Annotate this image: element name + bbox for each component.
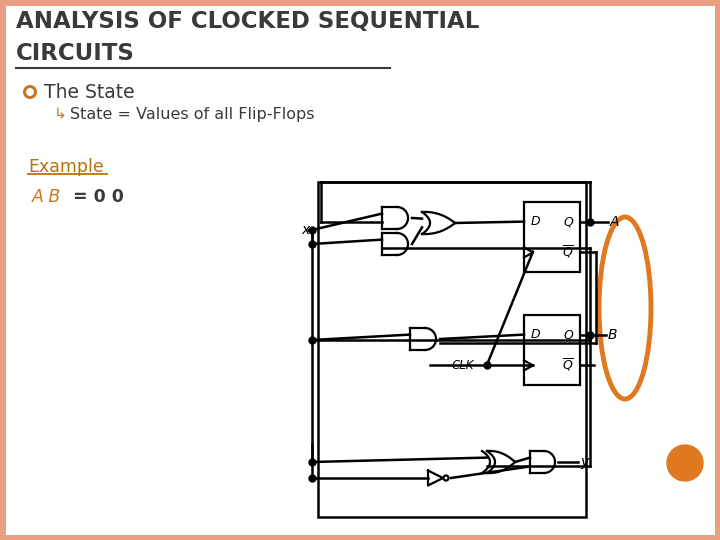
Text: $\overline{Q}$: $\overline{Q}$ — [562, 244, 574, 260]
Text: y: y — [580, 455, 588, 469]
Text: The State: The State — [44, 83, 135, 102]
Circle shape — [667, 445, 703, 481]
Text: Q: Q — [563, 328, 573, 341]
Text: $\overline{Q}$: $\overline{Q}$ — [562, 356, 574, 373]
Text: CLK: CLK — [452, 359, 474, 372]
Bar — [524, 315, 580, 385]
Bar — [524, 202, 580, 272]
Text: B: B — [608, 328, 618, 342]
Text: State = Values of all Flip-Flops: State = Values of all Flip-Flops — [70, 106, 315, 122]
Circle shape — [444, 476, 449, 481]
Text: ↳: ↳ — [54, 106, 67, 122]
Text: Q: Q — [563, 215, 573, 228]
Text: D: D — [531, 215, 541, 228]
Text: Example: Example — [28, 158, 104, 176]
Text: A B: A B — [32, 188, 61, 206]
Text: A: A — [610, 214, 619, 228]
Text: x: x — [301, 223, 310, 237]
Text: D: D — [531, 328, 541, 341]
Text: = 0 0: = 0 0 — [73, 188, 124, 206]
Text: ANALYSIS OF CLOCKED SEQUENTIAL: ANALYSIS OF CLOCKED SEQUENTIAL — [16, 10, 480, 33]
Text: CIRCUITS: CIRCUITS — [16, 42, 135, 65]
Bar — [318, 182, 586, 517]
